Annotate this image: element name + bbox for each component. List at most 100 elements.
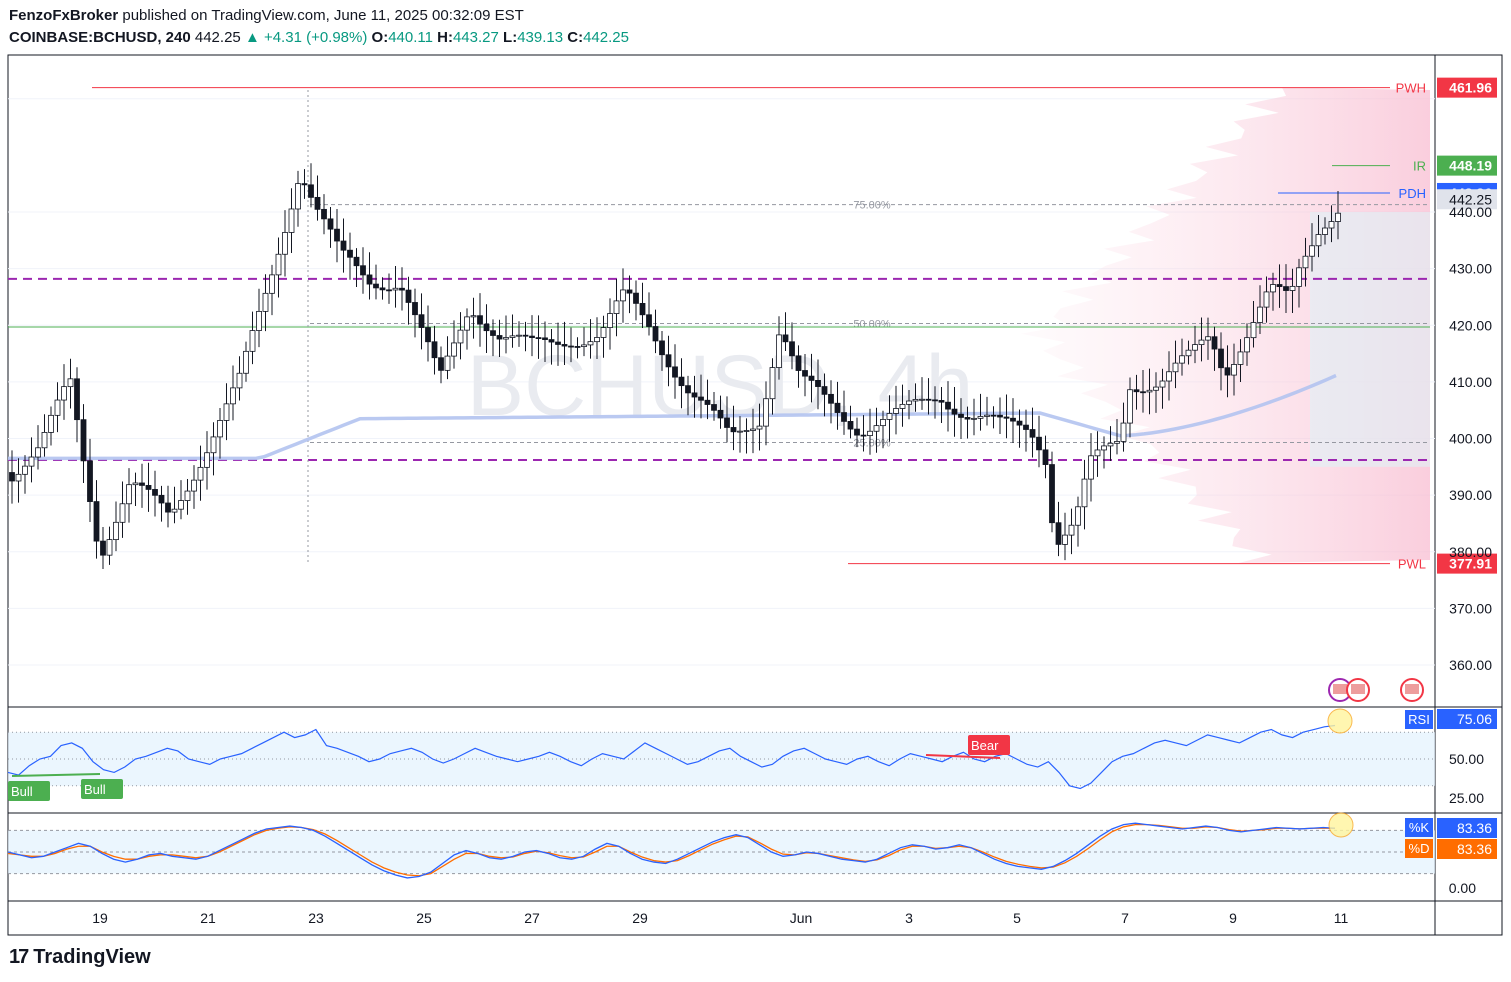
candle-body xyxy=(210,436,217,454)
candle-body xyxy=(386,289,392,292)
candle-body xyxy=(542,337,548,340)
x-tick-label: 21 xyxy=(200,910,216,926)
candle-body xyxy=(633,292,639,304)
candle-body xyxy=(321,208,327,220)
stoch-highlight-circle xyxy=(1328,812,1354,838)
candle-body xyxy=(893,408,899,414)
candle-body xyxy=(360,265,366,276)
candle-body xyxy=(1153,386,1159,391)
bear-divergence-line xyxy=(925,754,1001,759)
candle-body xyxy=(906,400,912,405)
candle-body xyxy=(1088,455,1094,480)
candle-body xyxy=(587,341,594,346)
bull-divergence-line xyxy=(11,773,101,777)
candle-body xyxy=(1244,337,1250,353)
candle-body xyxy=(789,341,795,357)
rsi-band xyxy=(8,732,1435,786)
candle-body xyxy=(711,404,717,411)
candle-body xyxy=(932,399,938,402)
candle-body xyxy=(1003,416,1010,419)
candle-body xyxy=(971,417,977,420)
candle-body xyxy=(1101,445,1107,451)
candle-body xyxy=(126,484,132,505)
candle-body xyxy=(139,482,145,486)
y-tick-label: 440.00 xyxy=(1449,204,1492,220)
candle-body xyxy=(1309,245,1315,257)
candle-body xyxy=(405,289,412,303)
high-value: 443.27 xyxy=(452,29,499,46)
candle-body xyxy=(503,337,509,340)
candle-body xyxy=(490,330,496,336)
candle-body xyxy=(808,375,815,381)
candle-body xyxy=(529,335,535,338)
tradingview-footer[interactable]: 17 TradingView xyxy=(9,946,151,969)
candle-body xyxy=(568,345,574,348)
candle-body xyxy=(1120,422,1127,442)
symbol-name: COINBASE:BCHUSD, 240 xyxy=(9,29,191,46)
tradingview-logo-icon: 17 xyxy=(9,946,29,968)
candle-body xyxy=(249,330,256,352)
candle-body xyxy=(815,380,821,387)
candle-body xyxy=(1010,417,1016,422)
y-tick-label: 390.00 xyxy=(1449,487,1492,503)
candle-body xyxy=(477,315,483,325)
candle-body xyxy=(15,473,22,482)
close-value: 442.25 xyxy=(583,29,629,46)
candle-body xyxy=(802,370,808,377)
candle-body xyxy=(594,337,600,343)
candle-body xyxy=(691,392,698,398)
publish-info: FenzoFxBroker published on TradingView.c… xyxy=(9,7,524,24)
candle-body xyxy=(756,425,763,430)
x-tick-label: 5 xyxy=(1013,910,1021,926)
candle-body xyxy=(1107,442,1114,447)
candle-body xyxy=(763,398,769,427)
k-value-tag xyxy=(1437,818,1497,838)
x-tick-label: 11 xyxy=(1334,910,1349,926)
x-tick-label: Jun xyxy=(790,910,813,926)
candle-body xyxy=(951,408,958,415)
candle-body xyxy=(61,386,67,401)
candle-body xyxy=(1270,284,1276,293)
candle-body xyxy=(418,314,425,328)
author-name[interactable]: FenzoFxBroker xyxy=(9,7,119,24)
low-value: 439.13 xyxy=(517,29,564,46)
candle-body xyxy=(171,508,178,513)
candle-body xyxy=(334,228,340,242)
candle-body xyxy=(431,341,438,359)
stoch-tick: 0.00 xyxy=(1449,880,1476,896)
open-label: O: xyxy=(371,29,389,46)
candle-body xyxy=(93,501,100,542)
k-label-badge xyxy=(1405,818,1433,837)
candle-body xyxy=(496,335,503,340)
candle-body xyxy=(516,334,522,337)
candle-body xyxy=(269,274,275,294)
candle-body xyxy=(256,310,262,331)
signal-badge-bull xyxy=(81,779,123,799)
symbol-info: COINBASE:BCHUSD, 240 442.25 ▲ +4.31 (+0.… xyxy=(9,29,629,46)
candle-body xyxy=(613,300,620,314)
flag-stripes-icon xyxy=(1405,684,1419,694)
x-tick-label: 29 xyxy=(632,910,648,926)
candle-body xyxy=(366,274,373,285)
candle-body xyxy=(1231,364,1237,376)
candle-body xyxy=(340,240,347,251)
candle-body xyxy=(119,503,126,523)
candle-body xyxy=(607,313,613,328)
x-tick-label: 7 xyxy=(1121,910,1129,926)
candle-body xyxy=(243,350,249,374)
candle-body xyxy=(1140,391,1146,394)
candle-body xyxy=(600,327,607,338)
candle-body xyxy=(100,540,106,556)
candle-body xyxy=(522,334,529,337)
y-tick-label: 370.00 xyxy=(1449,600,1492,616)
high-label: H: xyxy=(437,29,453,46)
candle-body xyxy=(1179,355,1185,364)
candle-body xyxy=(1016,420,1023,426)
candle-body xyxy=(288,208,295,233)
close-label: C: xyxy=(567,29,584,46)
candle-body xyxy=(464,316,470,331)
candle-body xyxy=(665,354,672,368)
candle-body xyxy=(132,482,139,486)
candle-body xyxy=(821,386,828,395)
candle-body xyxy=(834,402,841,413)
